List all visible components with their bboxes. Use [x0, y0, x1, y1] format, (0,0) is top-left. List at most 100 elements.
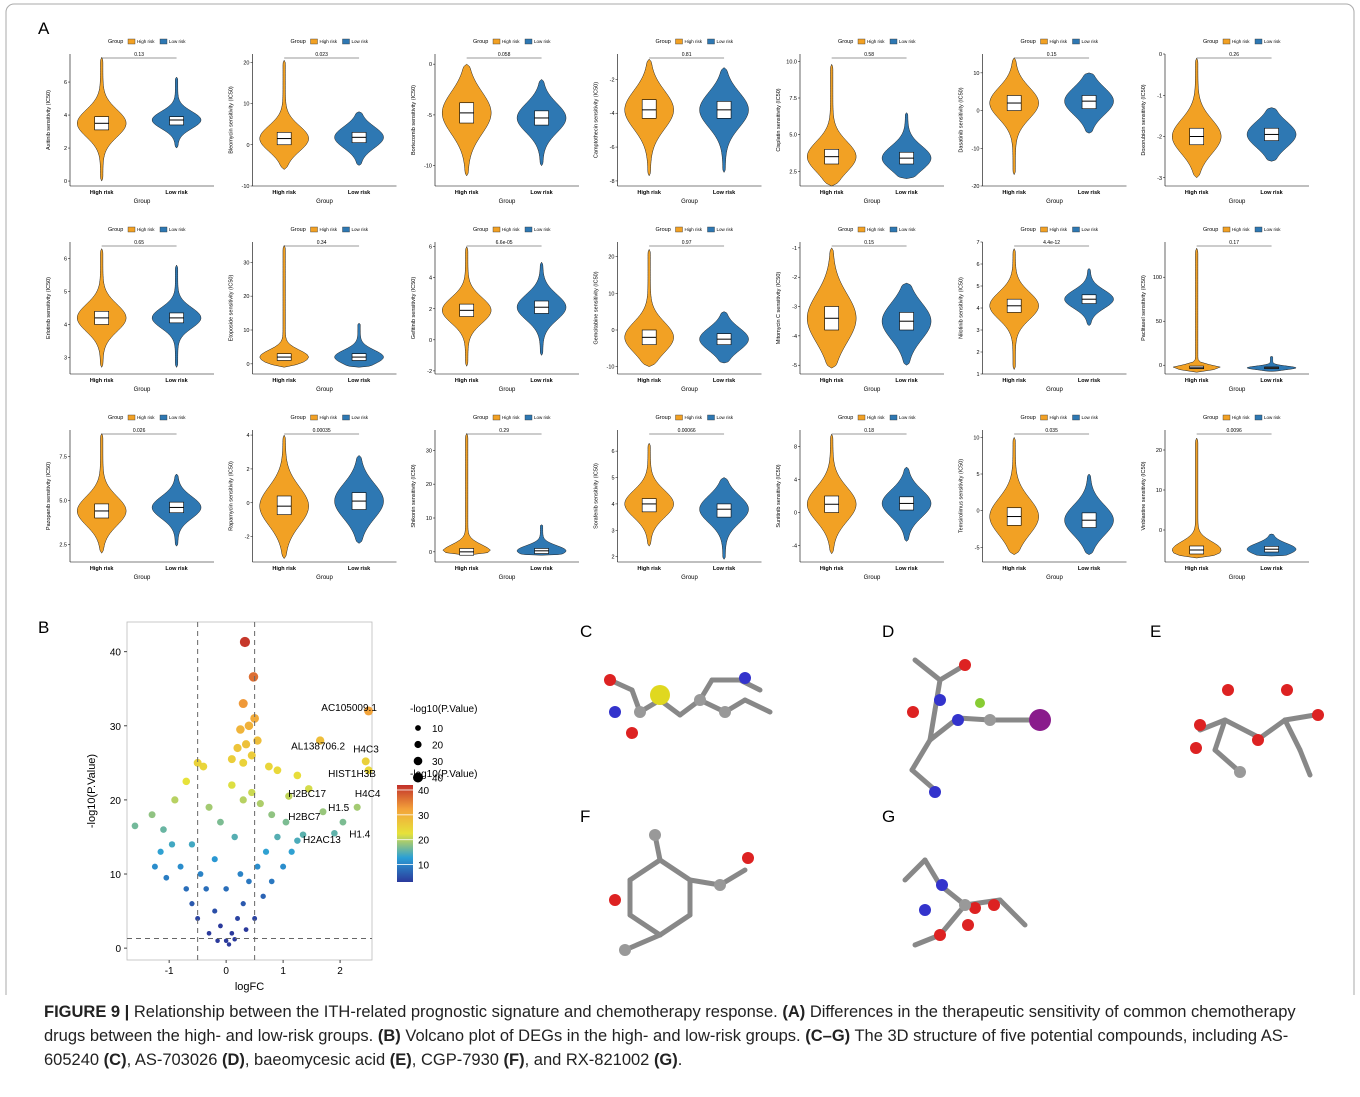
caption-text: Relationship between the ITH-related pro…: [134, 1003, 782, 1021]
point: [239, 699, 248, 708]
point: [263, 849, 269, 855]
legend-swatch: [1255, 39, 1262, 44]
x-tick-label: Low risk: [895, 378, 918, 384]
legend-label: Low risk: [1264, 415, 1281, 420]
point-label: AL138706.2: [291, 741, 345, 752]
point: [158, 849, 164, 855]
legend-label: High risk: [685, 39, 703, 44]
y-tick-label: 6: [976, 262, 979, 268]
point: [294, 837, 300, 843]
legend-label: High risk: [867, 39, 885, 44]
violin: [1247, 356, 1296, 371]
y-axis-label: Bleomycin sensitivity (IC50): [229, 86, 235, 154]
y-tick-label: 3: [611, 528, 614, 534]
y-tick-label: -4: [610, 111, 615, 117]
y-tick-label: 0: [976, 509, 979, 515]
x-tick-label: Low risk: [713, 566, 736, 572]
point: [217, 819, 224, 826]
x-tick-label: High risk: [637, 378, 661, 384]
y-tick-label: 4: [64, 113, 67, 119]
point: [183, 886, 189, 892]
y-tick-label: 5: [64, 290, 67, 296]
point: [246, 879, 252, 885]
x-tick-label: High risk: [272, 378, 296, 384]
legend-swatch: [890, 39, 897, 44]
legend-swatch: [708, 39, 715, 44]
y-tick-label: 5: [976, 472, 979, 478]
y-tick-label: -5: [975, 545, 980, 551]
y-tick-label: -10: [607, 365, 615, 371]
x-tick-label: Low risk: [165, 566, 188, 572]
legend-label: Low risk: [169, 39, 186, 44]
violin: [77, 434, 126, 554]
y-tick-label: 10: [1156, 488, 1162, 494]
y-tick-label: 4: [246, 433, 249, 439]
p-value: 0.023: [315, 52, 328, 58]
legend-title: Group: [838, 227, 853, 233]
legend-label: Low risk: [169, 227, 186, 232]
x-tick-label: Low risk: [530, 566, 553, 572]
point: [171, 796, 178, 803]
y-tick-label: 4: [976, 306, 979, 312]
y-tick-label: -20: [972, 184, 980, 190]
point: [228, 755, 236, 763]
x-axis-label: Group: [134, 575, 151, 581]
y-tick-label: -3: [1157, 176, 1162, 182]
x-tick-label: Low risk: [530, 190, 553, 196]
y-tick-label: 0: [246, 501, 249, 507]
point-label: HIST1H3B: [328, 769, 376, 780]
x-tick-label: Low risk: [1078, 190, 1101, 196]
legend-title: -log10(P.Value): [410, 704, 477, 715]
legend-swatch: [1073, 415, 1080, 420]
p-value: 0.97: [682, 240, 692, 246]
x-tick-label: High risk: [1002, 378, 1026, 384]
x-tick-label: High risk: [272, 566, 296, 572]
violin: [152, 77, 201, 148]
legend-swatch: [1073, 227, 1080, 232]
violin: [443, 433, 491, 555]
x-axis-label: Group: [134, 199, 151, 205]
legend-swatch: [890, 415, 897, 420]
legend-label: Low risk: [1264, 39, 1281, 44]
panel-label: C: [580, 622, 592, 641]
y-tick-label: 0: [1159, 52, 1162, 58]
point-label: H4C3: [353, 744, 379, 755]
y-axis-label: Camptothecin sensitivity (IC50): [594, 82, 600, 158]
y-axis-label: Gemcitabine sensitivity (IC50): [594, 271, 600, 344]
p-value: 0.65: [134, 240, 144, 246]
legend-swatch: [311, 227, 318, 232]
panel-label: G: [882, 807, 895, 826]
x-tick-label: High risk: [90, 566, 114, 572]
colorbar: [397, 785, 413, 882]
y-tick-label: 0: [611, 328, 614, 334]
legend-swatch: [525, 415, 532, 420]
caption-text: (B): [378, 1027, 401, 1045]
y-tick-label: 0: [429, 550, 432, 556]
point: [269, 879, 275, 885]
legend-label: Low risk: [352, 227, 369, 232]
legend-label: Low risk: [1264, 227, 1281, 232]
point: [249, 672, 259, 682]
y-axis-label: Paclitaxel sensitivity (IC50): [1141, 275, 1147, 341]
y-axis-label: Bortezomib sensitivity (IC50): [411, 85, 417, 155]
legend-swatch: [708, 415, 715, 420]
y-tick-label: -2: [610, 77, 615, 83]
x-axis-label: Group: [134, 387, 151, 393]
y-tick-label: 7.5: [789, 96, 797, 102]
legend-swatch: [858, 415, 865, 420]
point: [218, 923, 223, 928]
x-tick-label: High risk: [90, 378, 114, 384]
y-axis-label: Doxorubicin sensitivity (IC50): [1141, 84, 1147, 155]
point: [289, 849, 295, 855]
caption-text: (D): [222, 1051, 245, 1069]
point: [245, 721, 254, 730]
violin: [807, 434, 856, 554]
point-label: H2BC17: [288, 789, 326, 800]
y-tick-label: -2: [1157, 135, 1162, 141]
y-tick-label: 6: [429, 245, 432, 251]
y-tick-label: 0: [429, 338, 432, 344]
x-tick-label: High risk: [455, 190, 479, 196]
x-tick-label: Low risk: [348, 378, 371, 384]
legend-title: Group: [1203, 227, 1218, 233]
point: [223, 886, 229, 892]
